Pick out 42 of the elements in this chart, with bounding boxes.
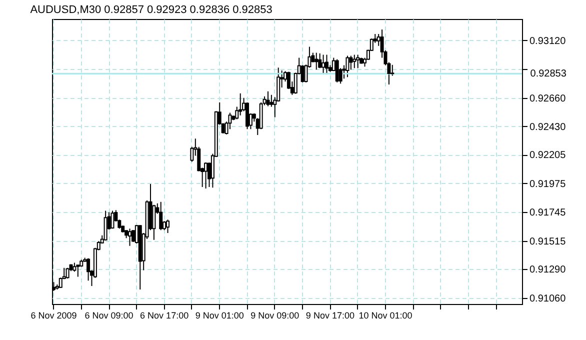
candlestick: [159, 201, 163, 231]
candlestick: [166, 219, 170, 234]
candlestick: [324, 54, 328, 75]
candlestick: [204, 162, 208, 189]
x-tick-label: 6 Nov 09:00: [84, 310, 134, 320]
candlestick: [104, 210, 108, 241]
candlestick: [322, 54, 326, 75]
candlestick: [349, 55, 353, 70]
y-tick-label: 0.91060: [530, 293, 566, 304]
candlestick: [390, 64, 394, 76]
candlestick: [246, 102, 250, 130]
candlestick: [238, 92, 242, 116]
y-tick-label: 0.92430: [530, 122, 566, 133]
y-tick-label: 0.92205: [530, 150, 566, 162]
candlestick: [86, 258, 90, 282]
candlestick: [76, 264, 80, 278]
x-tick-label: 9 Nov 01:00: [195, 310, 244, 320]
x-tick-label: 10 Nov 01:00: [358, 310, 412, 320]
candlestick: [314, 52, 318, 70]
candlestick: [335, 58, 339, 83]
candlestick: [66, 267, 70, 279]
candlestick: [152, 204, 156, 240]
y-tick-label: 0.91975: [530, 178, 566, 190]
y-tick-label: 0.92660: [530, 93, 566, 104]
x-tick-label: 6 Nov 17:00: [140, 310, 189, 320]
y-tick-label: 0.93120: [530, 36, 566, 47]
candlestick: [318, 52, 322, 69]
candlestick: [110, 210, 114, 230]
candlestick: [352, 54, 356, 69]
candlestick: [128, 228, 132, 246]
chart-title: AUDUSD,M30 0.92857 0.92923 0.92836 0.92853: [30, 4, 272, 16]
y-tick-label: 0.91290: [530, 264, 566, 276]
ref-line-label: 0.92853: [530, 68, 567, 80]
y-tick-label: 0.91515: [530, 236, 566, 248]
candlestick: [356, 54, 360, 69]
candlestick: [266, 90, 270, 107]
x-tick-label: 6 Nov 2009: [30, 310, 77, 320]
x-tick-label: 9 Nov 17:00: [306, 310, 354, 320]
x-tick-label: 9 Nov 09:00: [250, 310, 300, 320]
y-tick-label: 0.91745: [530, 208, 566, 219]
candlestick: [270, 94, 274, 108]
candlestick: [346, 55, 350, 78]
